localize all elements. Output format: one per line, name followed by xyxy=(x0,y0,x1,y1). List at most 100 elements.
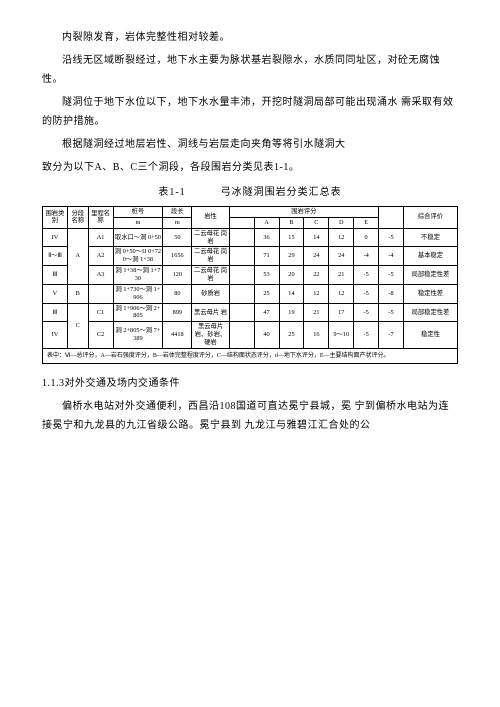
cell-score: -5 xyxy=(379,266,404,285)
th-rock: 岩性 xyxy=(192,207,229,229)
table-caption: 弓冰隧洞围岩分类汇总表 xyxy=(221,187,342,198)
cell-eval: 不稳定 xyxy=(403,228,457,247)
cell-A: 71 xyxy=(254,247,279,266)
cell-rock: 二云母花 岗岩 xyxy=(192,228,229,247)
th-score-group: 围岩评分 xyxy=(229,207,378,218)
cell-class: Ⅲ xyxy=(43,266,68,285)
table-row: IVAA1取水口～洞 0+5050二云母花 岗岩361514120-5不稳定 xyxy=(43,228,458,247)
section-heading: 1.1.3对外交通及场内交通条件 xyxy=(42,374,458,393)
cell-class: Ⅲ xyxy=(43,303,68,322)
cell-C: 14 xyxy=(304,228,329,247)
th-class: 围岩类别 xyxy=(43,207,68,229)
cell-eval: 稳定性差 xyxy=(403,284,457,303)
cell-C: 24 xyxy=(304,247,329,266)
paragraph-2: 沿线无区域断裂经过，地下水主要为脉状基岩裂隙水，水质同同址区，对砼无腐蚀性。 xyxy=(42,51,458,89)
paragraph-4: 根据隧洞经过地层岩性、洞线与岩层走向夹角等将引水隧洞大 xyxy=(42,135,458,154)
cell-B: 20 xyxy=(279,266,304,285)
cell-rock: 黑云母片岩、砂岩、硬岩 xyxy=(192,322,229,349)
paragraph-1: 内裂隙发育，岩体完整性相对较差。 xyxy=(42,28,458,47)
cell-B: 25 xyxy=(279,322,304,349)
cell-class: Ⅱ～Ⅲ xyxy=(43,247,68,266)
cell-class: V xyxy=(43,284,68,303)
cell-C: 21 xyxy=(304,303,329,322)
cell-rock: 黑云母片 岩 xyxy=(192,303,229,322)
cell-mile: A1 xyxy=(88,228,113,247)
cell-pile: 洞 1+730～洞 1+906 xyxy=(113,284,163,303)
cell-eval: 基本稳定 xyxy=(403,247,457,266)
cell-len: 4418 xyxy=(163,322,192,349)
table-title: 表1-1 弓冰隧洞围岩分类汇总表 xyxy=(42,183,458,202)
cell-B: 15 xyxy=(279,228,304,247)
cell-segment: A xyxy=(67,228,88,284)
cell-eval: 局部稳定性差 xyxy=(403,266,457,285)
th-A: A xyxy=(254,217,279,228)
cell-score: -4 xyxy=(379,247,404,266)
th-unit-m1: m xyxy=(113,217,163,228)
cell-pile: 洞 2+805～洞 7+389 xyxy=(113,322,163,349)
cell-B: 19 xyxy=(279,303,304,322)
cell-C: 22 xyxy=(304,266,329,285)
cell-D: 9～10 xyxy=(329,322,354,349)
cell-rock: 砂质岩 xyxy=(192,284,229,303)
th-mile: 里程名称 xyxy=(88,207,113,229)
cell-blank xyxy=(229,284,254,303)
th-len: 段长 xyxy=(163,207,192,218)
cell-B: 29 xyxy=(279,247,304,266)
cell-mile: C2 xyxy=(88,322,113,349)
cell-class: IV xyxy=(43,228,68,247)
cell-mile: A2 xyxy=(88,247,113,266)
th-D: D xyxy=(329,217,354,228)
table-row: ⅢCC1洞 1+906～洞 2+805899黑云母片 岩47192117-5-5… xyxy=(43,303,458,322)
cell-pile: 取水口～洞 0+50 xyxy=(113,228,163,247)
cell-A: 40 xyxy=(254,322,279,349)
th-C: C xyxy=(304,217,329,228)
th-eval: 综合评价 xyxy=(403,207,457,229)
cell-E: -5 xyxy=(354,266,379,285)
cell-segment: B xyxy=(67,284,88,303)
table-number: 表1-1 xyxy=(158,187,185,198)
cell-D: 24 xyxy=(329,247,354,266)
rock-classification-table: 围岩类别 分段名称 里程名称 桩号 段长 岩性 围岩评分 综合评价 m m A … xyxy=(42,206,458,349)
th-seg: 分段名称 xyxy=(67,207,88,229)
cell-blank xyxy=(229,247,254,266)
th-blank xyxy=(229,217,254,228)
cell-mile: C1 xyxy=(88,303,113,322)
cell-class: IV xyxy=(43,322,68,349)
cell-E: -4 xyxy=(354,247,379,266)
cell-A: 25 xyxy=(254,284,279,303)
cell-blank xyxy=(229,266,254,285)
th-pile: 桩号 xyxy=(113,207,163,218)
cell-score: -7 xyxy=(379,322,404,349)
cell-D: 12 xyxy=(329,228,354,247)
cell-len: 120 xyxy=(163,266,192,285)
cell-len: 1656 xyxy=(163,247,192,266)
cell-E: -5 xyxy=(354,322,379,349)
cell-mile xyxy=(88,284,113,303)
cell-E: -5 xyxy=(354,303,379,322)
cell-blank xyxy=(229,228,254,247)
cell-B: 14 xyxy=(279,284,304,303)
paragraph-6: 偏桥水电站对外交通便利，西昌沿108国道可直达冕宁县城，冕 宁到偏桥水电站为连接… xyxy=(42,397,458,435)
cell-score: -5 xyxy=(379,228,404,247)
th-score xyxy=(379,207,404,229)
table-body: IVAA1取水口～洞 0+5050二云母花 岗岩361514120-5不稳定Ⅱ～… xyxy=(43,228,458,348)
cell-rock: 二云母花 岗岩 xyxy=(192,266,229,285)
cell-score: -8 xyxy=(379,284,404,303)
cell-segment: C xyxy=(67,303,88,348)
paragraph-5: 致分为以下A、B、C三个洞段，各段围岩分类见表1-1。 xyxy=(42,158,458,177)
cell-score: -5 xyxy=(379,303,404,322)
cell-A: 53 xyxy=(254,266,279,285)
table-row: ⅢA3洞 1+38～洞 1+730120二云母花 岗岩53202221-5-5局… xyxy=(43,266,458,285)
cell-pile: 洞 0+50～IJ 0+720～洞 1+38 xyxy=(113,247,163,266)
cell-E: -5 xyxy=(354,284,379,303)
cell-pile: 洞 1+906～洞 2+805 xyxy=(113,303,163,322)
th-unit-m2: m xyxy=(163,217,192,228)
cell-eval: 稳定性 xyxy=(403,322,457,349)
table-row: IVC2洞 2+805～洞 7+3894418黑云母片岩、砂岩、硬岩402516… xyxy=(43,322,458,349)
cell-rock: 二云母花 岗岩 xyxy=(192,247,229,266)
cell-len: 50 xyxy=(163,228,192,247)
cell-D: 17 xyxy=(329,303,354,322)
cell-blank xyxy=(229,322,254,349)
table-footnote: 表中：Ⅵ—总评分，A—岩石强度评分，B—岩体完整程度评分，C—结构面状态评分，d… xyxy=(42,348,458,364)
cell-pile: 洞 1+38～洞 1+730 xyxy=(113,266,163,285)
